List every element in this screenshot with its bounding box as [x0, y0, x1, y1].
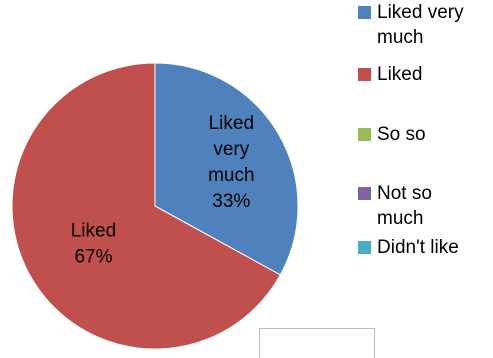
- pie-chart: Liked very much 33% Liked 67% Liked very much…: [11, 0, 493, 358]
- legend-item-liked-very-much: Liked very much: [358, 0, 493, 50]
- pie-slice-liked: [11, 62, 281, 349]
- legend-label-line: Not so: [377, 183, 432, 204]
- legend-label-didnt-like: Didn't like: [377, 237, 459, 258]
- legend-item-so-so: So so: [358, 122, 493, 147]
- legend-swatch-liked-very-much: [358, 6, 371, 19]
- data-label-liked: Liked 67%: [71, 220, 116, 267]
- legend-label-liked-very-much: Liked very much: [377, 0, 493, 50]
- legend-item-liked: Liked: [358, 62, 493, 87]
- legend-label-line: Liked very: [377, 2, 464, 23]
- legend-item-not-so-much: Not so much: [358, 181, 493, 231]
- data-label-liked-very-much: Liked very much 33%: [208, 113, 254, 212]
- pie-slice-liked-very-much: [154, 62, 299, 276]
- legend-label-not-so-much: Not so much: [377, 181, 493, 231]
- legend-item-didnt-like: Didn't like: [358, 235, 493, 260]
- legend-swatch-didnt-like: [358, 241, 371, 254]
- legend-label-line: much: [377, 27, 424, 48]
- frame-border-stub: [259, 328, 375, 358]
- legend-label-so-so: So so: [377, 124, 426, 145]
- legend-label-liked: Liked: [377, 64, 423, 85]
- legend-swatch-liked: [358, 68, 371, 81]
- pie-chart-plot: Liked very much 33% Liked 67%: [11, 62, 299, 349]
- legend-swatch-so-so: [358, 128, 371, 141]
- legend-label-line: much: [377, 208, 424, 229]
- legend-swatch-not-so-much: [358, 187, 371, 200]
